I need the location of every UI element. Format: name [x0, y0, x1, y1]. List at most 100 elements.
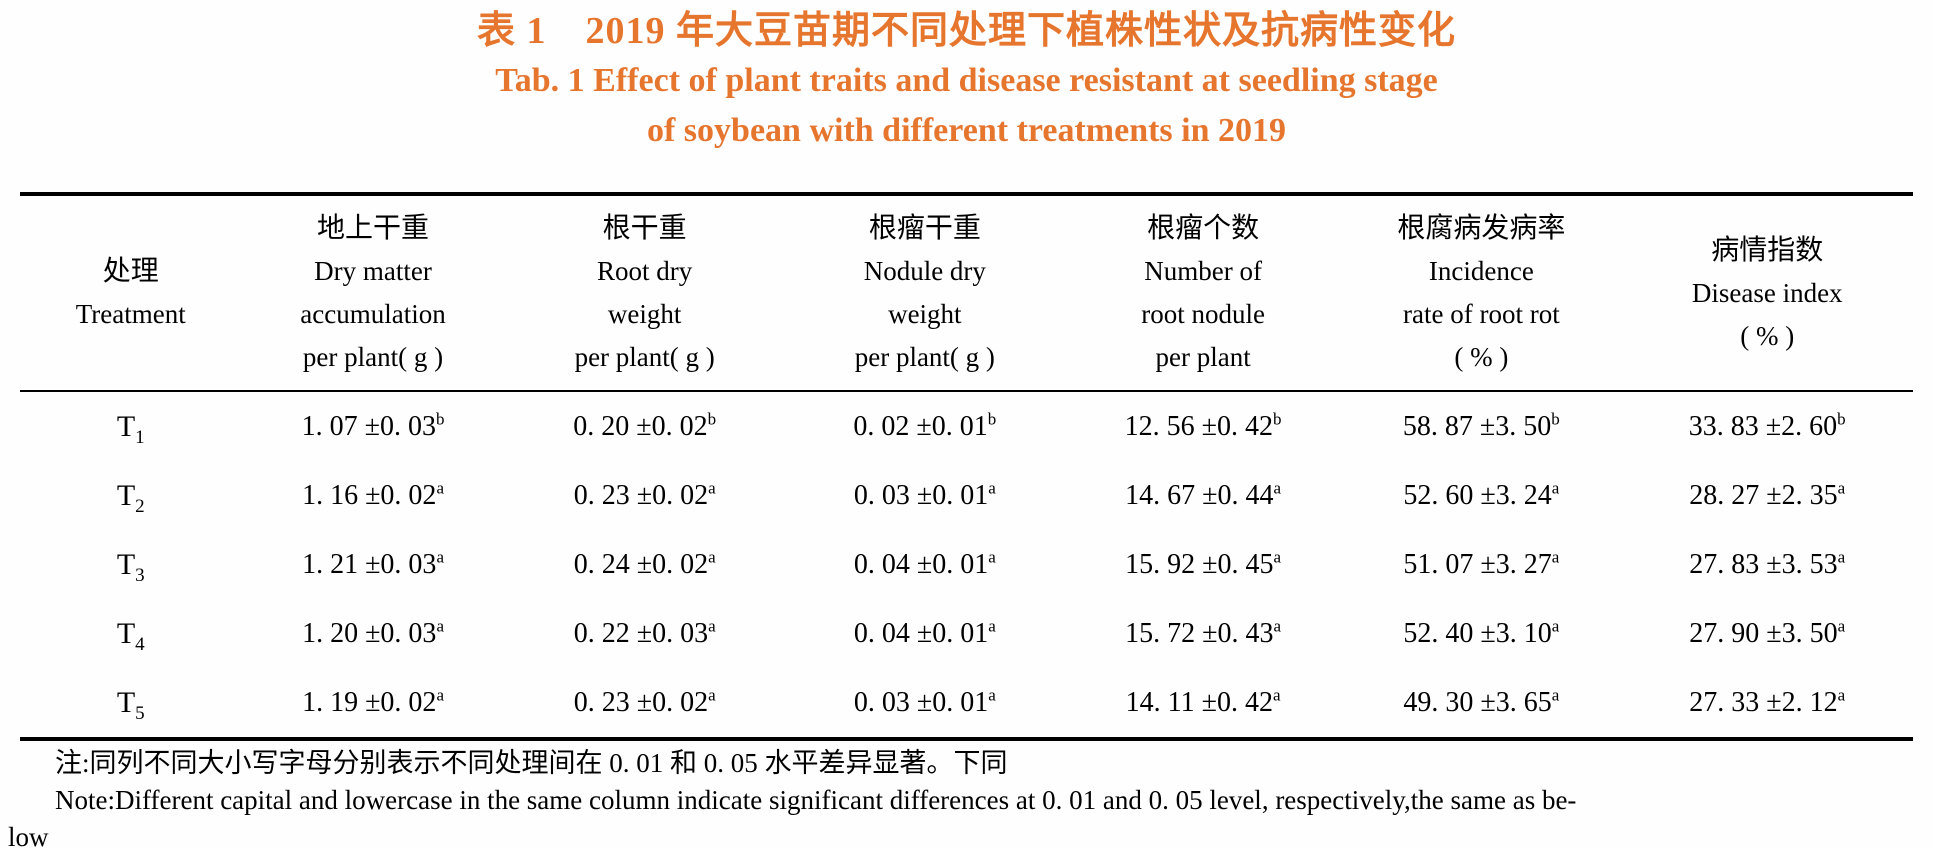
- significance-letter: a: [1551, 616, 1560, 636]
- value-text: 0. 20 ±0. 02: [573, 410, 708, 442]
- treatment-subscript: 1: [135, 426, 145, 448]
- value-text: 0. 03 ±0. 01: [853, 479, 989, 511]
- significance-letter: a: [436, 616, 444, 636]
- header-label-en: Number of: [1144, 256, 1262, 286]
- header-label-en: Incidence: [1428, 256, 1534, 286]
- header-label-en: per plant( g ): [854, 342, 995, 372]
- value-text: 0. 23 ±0. 02: [573, 479, 709, 511]
- table-row: T3 1. 21 ±0. 03a 0. 24 ±0. 02a 0. 04 ±0.…: [20, 530, 1913, 599]
- header-label-zh: 处理: [102, 256, 159, 287]
- value-cell: 49. 30 ±3. 65a: [1341, 668, 1621, 739]
- table-title-en-line2: of soybean with different treatments in …: [646, 112, 1287, 149]
- value-text: 33. 83 ±2. 60: [1688, 410, 1838, 442]
- treatment-label: T: [116, 685, 136, 719]
- significance-letter: a: [1273, 547, 1282, 567]
- header-label-en: ( % ): [1454, 342, 1509, 372]
- value-text: 0. 03 ±0. 01: [853, 686, 989, 718]
- header-label-en: per plant: [1155, 342, 1251, 372]
- value-text: 1. 16 ±0. 02: [302, 479, 437, 511]
- significance-letter: a: [988, 547, 996, 567]
- value-cell: 0. 22 ±0. 03a: [505, 599, 785, 668]
- col-header-nodule-number: 根瘤个数 Number of root nodule per plant: [1065, 194, 1341, 391]
- value-cell: 27. 83 ±3. 53a: [1621, 530, 1913, 599]
- table-title-zh: 表 1 2019 年大豆苗期不同处理下植株性状及抗病性变化: [476, 10, 1456, 52]
- value-cell: 33. 83 ±2. 60b: [1621, 391, 1913, 461]
- significance-letter: b: [1837, 409, 1846, 429]
- value-text: 1. 20 ±0. 03: [302, 617, 437, 649]
- header-label-en: ( % ): [1740, 320, 1795, 351]
- footnote-zh: 注:同列不同大小写字母分别表示不同处理间在 0. 01 和 0. 05 水平差异…: [55, 748, 1008, 778]
- header-label-en: Nodule dry: [863, 256, 986, 286]
- significance-letter: a: [436, 547, 444, 567]
- treatment-label: T: [116, 616, 136, 650]
- value-text: 1. 21 ±0. 03: [302, 548, 437, 580]
- value-text: 0. 24 ±0. 02: [573, 548, 709, 580]
- header-label-zh: 病情指数: [1711, 234, 1824, 266]
- value-text: 0. 04 ±0. 01: [853, 548, 989, 580]
- value-text: 58. 87 ±3. 50: [1402, 410, 1552, 442]
- value-cell: 52. 60 ±3. 24a: [1341, 461, 1621, 530]
- value-cell: 0. 24 ±0. 02a: [505, 530, 785, 599]
- value-cell: 1. 07 ±0. 03b: [241, 391, 504, 461]
- value-cell: 0. 23 ±0. 02a: [505, 461, 785, 530]
- value-text: 15. 72 ±0. 43: [1125, 617, 1274, 649]
- value-cell: 0. 20 ±0. 02b: [505, 391, 785, 461]
- footnote-en-line2: low: [8, 822, 49, 848]
- header-label-en: weight: [888, 299, 962, 329]
- header-label-en: root nodule: [1141, 299, 1265, 329]
- value-text: 0. 02 ±0. 01: [853, 410, 988, 442]
- header-label-en: rate of root rot: [1403, 299, 1560, 329]
- table-row: T4 1. 20 ±0. 03a 0. 22 ±0. 03a 0. 04 ±0.…: [20, 599, 1913, 668]
- table-title-en-line1: Tab. 1 Effect of plant traits and diseas…: [495, 62, 1438, 99]
- value-text: 0. 23 ±0. 02: [573, 686, 709, 718]
- header-label-en: Disease index: [1691, 277, 1843, 308]
- value-text: 28. 27 ±2. 35: [1689, 479, 1838, 511]
- value-cell: 0. 03 ±0. 01a: [785, 461, 1065, 530]
- value-text: 27. 83 ±3. 53: [1689, 548, 1838, 580]
- treatment-subscript: 3: [135, 564, 145, 586]
- value-text: 14. 11 ±0. 42: [1125, 686, 1273, 718]
- significance-letter: b: [1551, 409, 1560, 429]
- treatment-cell: T2: [20, 461, 241, 530]
- treatment-label: T: [116, 409, 136, 443]
- treatment-label: T: [116, 547, 136, 581]
- col-header-nodule-dry-weight: 根瘤干重 Nodule dry weight per plant( g ): [785, 194, 1065, 391]
- value-cell: 1. 19 ±0. 02a: [241, 668, 504, 739]
- value-cell: 1. 16 ±0. 02a: [241, 461, 504, 530]
- value-text: 27. 90 ±3. 50: [1689, 617, 1838, 649]
- header-label-en: weight: [607, 299, 682, 329]
- significance-letter: a: [436, 478, 444, 498]
- value-text: 0. 04 ±0. 01: [853, 617, 989, 649]
- treatment-label: T: [116, 478, 136, 512]
- header-row: 处理 Treatment 地上干重 Dry matter accumulatio…: [20, 194, 1913, 391]
- value-text: 1. 07 ±0. 03: [301, 410, 436, 442]
- value-text: 15. 92 ±0. 45: [1125, 548, 1274, 580]
- header-label-en: accumulation: [300, 299, 446, 329]
- value-cell: 14. 11 ±0. 42a: [1065, 668, 1341, 739]
- treatment-subscript: 4: [135, 633, 145, 655]
- significance-letter: a: [1551, 478, 1560, 498]
- header-label-en: Dry matter: [314, 256, 432, 286]
- header-label-en: per plant( g ): [302, 342, 444, 372]
- value-cell: 28. 27 ±2. 35a: [1621, 461, 1913, 530]
- results-table: 处理 Treatment 地上干重 Dry matter accumulatio…: [20, 192, 1913, 741]
- value-text: 27. 33 ±2. 12: [1689, 686, 1838, 718]
- value-cell: 0. 04 ±0. 01a: [785, 530, 1065, 599]
- value-cell: 1. 21 ±0. 03a: [241, 530, 504, 599]
- header-label-zh: 地上干重: [317, 213, 430, 244]
- significance-letter: a: [708, 478, 716, 498]
- significance-letter: b: [707, 409, 717, 429]
- value-cell: 0. 04 ±0. 01a: [785, 599, 1065, 668]
- value-cell: 52. 40 ±3. 10a: [1341, 599, 1621, 668]
- value-text: 51. 07 ±3. 27: [1403, 548, 1552, 580]
- header-label-en: Treatment: [75, 299, 186, 329]
- significance-letter: a: [1551, 547, 1560, 567]
- significance-letter: a: [708, 547, 716, 567]
- footnote-en-line1: Note:Different capital and lowercase in …: [55, 785, 1577, 815]
- value-cell: 0. 02 ±0. 01b: [785, 391, 1065, 461]
- significance-letter: a: [1837, 685, 1846, 705]
- treatment-subscript: 5: [135, 702, 145, 724]
- header-label-en: per plant( g ): [574, 342, 715, 372]
- value-cell: 15. 92 ±0. 45a: [1065, 530, 1341, 599]
